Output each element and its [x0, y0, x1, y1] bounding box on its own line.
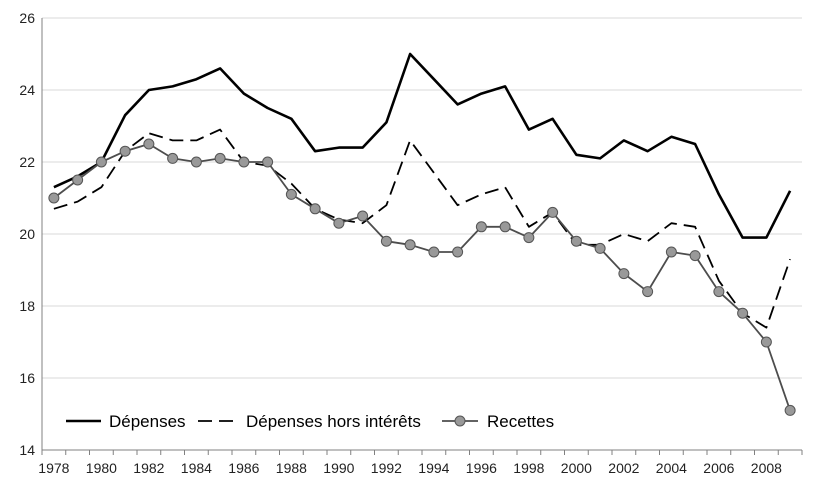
x-tick-label-1980: 1980 [86, 460, 117, 476]
point-recettes-2007 [737, 307, 749, 319]
legend-marker-recettes [454, 415, 466, 427]
point-recettes-1990 [333, 217, 345, 229]
y-tick-label-18: 18 [19, 298, 35, 314]
point-recettes-1999 [547, 206, 559, 218]
point-recettes-2008 [760, 336, 772, 348]
point-recettes-2004 [665, 246, 677, 258]
point-recettes-1981 [119, 145, 131, 157]
grid-lines [42, 17, 802, 379]
point-recettes-1989 [309, 203, 321, 215]
x-tick-label-2000: 2000 [561, 460, 592, 476]
x-tick-label-1996: 1996 [466, 460, 497, 476]
point-recettes-1993 [404, 239, 416, 251]
series-group [48, 52, 796, 416]
series-line-depenses [53, 52, 792, 239]
point-recettes-2009 [784, 404, 796, 416]
legend-label-depenses: Dépenses [109, 412, 186, 431]
point-recettes-2002 [618, 268, 630, 280]
x-tick-label-1982: 1982 [133, 460, 164, 476]
legend: Dépenses Dépenses hors intérêts Recettes [66, 412, 554, 431]
point-recettes-2003 [642, 286, 654, 298]
point-recettes-1979 [72, 174, 84, 186]
point-recettes-1983 [167, 152, 179, 164]
x-tick-label-2004: 2004 [656, 460, 687, 476]
legend-label-depenses-hors-interets: Dépenses hors intérêts [246, 412, 421, 431]
point-recettes-1980 [95, 156, 107, 168]
y-tick-label-26: 26 [19, 10, 35, 26]
x-tick-label-1978: 1978 [38, 460, 69, 476]
point-recettes-1984 [190, 156, 202, 168]
y-tick-label-16: 16 [19, 370, 35, 386]
legend-label-recettes: Recettes [487, 412, 554, 431]
x-tick-label-2006: 2006 [703, 460, 734, 476]
x-tick-label-1994: 1994 [418, 460, 449, 476]
x-axis: 1978 1980 1982 1984 1986 1988 1990 1992 1994 1996… [38, 449, 803, 476]
point-recettes-2001 [594, 242, 606, 254]
x-tick-label-1986: 1986 [228, 460, 259, 476]
y-axis: 14 16 18 20 22 24 26 [19, 10, 43, 458]
series-line-recettes [53, 143, 791, 411]
x-tick-label-1988: 1988 [276, 460, 307, 476]
point-recettes-1985 [214, 152, 226, 164]
point-recettes-2006 [713, 286, 725, 298]
x-tick-label-1998: 1998 [513, 460, 544, 476]
point-recettes-1992 [380, 235, 392, 247]
point-recettes-1988 [285, 188, 297, 200]
y-tick-label-24: 24 [19, 82, 35, 98]
x-tick-label-1990: 1990 [323, 460, 354, 476]
point-recettes-1995 [452, 246, 464, 258]
point-recettes-1987 [262, 156, 274, 168]
point-recettes-1978 [48, 192, 60, 204]
x-tick-label-2002: 2002 [608, 460, 639, 476]
point-recettes-1997 [499, 221, 511, 233]
x-tick-label-2008: 2008 [751, 460, 782, 476]
series-line-depenses-hors-interets [53, 128, 791, 329]
point-recettes-1998 [523, 232, 535, 244]
point-recettes-2000 [570, 235, 582, 247]
y-tick-label-14: 14 [19, 442, 35, 458]
x-tick-label-1984: 1984 [181, 460, 212, 476]
point-recettes-1996 [475, 221, 487, 233]
point-recettes-2005 [689, 250, 701, 262]
y-tick-label-20: 20 [19, 226, 35, 242]
point-recettes-1994 [428, 246, 440, 258]
point-recettes-1986 [238, 156, 250, 168]
x-tick-label-1992: 1992 [371, 460, 402, 476]
y-tick-label-22: 22 [19, 154, 35, 170]
point-recettes-1991 [357, 210, 369, 222]
point-recettes-1982 [143, 138, 155, 150]
